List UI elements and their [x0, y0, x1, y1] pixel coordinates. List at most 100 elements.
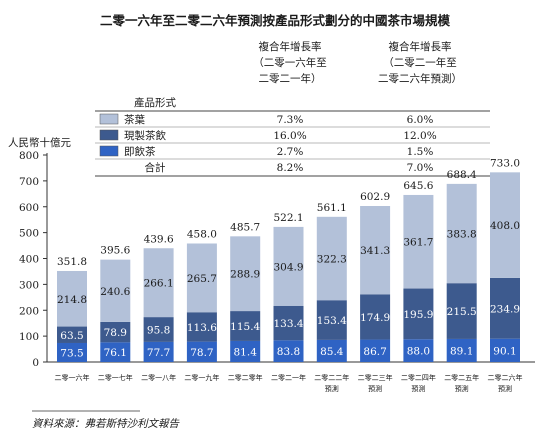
- bar-label-2-0: 214.8: [57, 294, 87, 306]
- legend-header-cagr1: 二零二一年）: [259, 72, 322, 85]
- y-tick-label-2: 200: [19, 305, 39, 317]
- x-tick-label-4-0: 二零二零年: [228, 373, 263, 382]
- legend-header-cagr1: （二零一六年至: [253, 56, 327, 69]
- bar-現製茶飲-9: [446, 283, 477, 339]
- legend-header-cagr1: 複合年增長率: [259, 40, 322, 53]
- x-tick-label-5-0: 二零二一年: [271, 373, 306, 382]
- bar-現製茶飲-7: [360, 294, 391, 340]
- x-tick-label-8-1: 預測: [411, 384, 425, 393]
- bar-label-2-7: 341.3: [360, 245, 390, 257]
- total-label-3: 458.0: [187, 228, 217, 240]
- bar-label-0-0: 73.5: [60, 347, 83, 359]
- legend-cagr2-2: 1.5%: [407, 146, 434, 158]
- x-tick-label-6-1: 預測: [325, 384, 339, 393]
- bar-即飲茶-6: [316, 339, 347, 362]
- y-tick-label-3: 300: [19, 279, 39, 291]
- bar-label-0-4: 81.4: [234, 346, 258, 358]
- total-label-2: 439.6: [144, 233, 174, 245]
- legend-cagr1-2: 2.7%: [277, 146, 304, 158]
- x-tick-label-10-0: 二零二六年: [488, 373, 523, 382]
- bar-label-0-9: 89.1: [450, 345, 473, 357]
- y-tick-label-6: 600: [19, 202, 39, 214]
- bar-label-1-1: 78.9: [104, 327, 127, 339]
- bar-label-0-3: 78.7: [190, 347, 213, 359]
- bar-label-2-2: 266.1: [144, 278, 174, 290]
- bar-label-1-6: 153.4: [317, 315, 347, 327]
- bar-label-2-3: 265.7: [187, 273, 217, 285]
- bar-茶葉-3: [186, 243, 217, 313]
- total-label-5: 522.1: [273, 212, 303, 224]
- y-tick-label-8: 800: [19, 150, 39, 162]
- bar-label-1-8: 195.9: [403, 309, 433, 321]
- bar-現製茶飲-3: [186, 312, 217, 342]
- bar-茶葉-0: [57, 270, 87, 327]
- bar-現製茶飲-5: [273, 305, 304, 341]
- bar-現製茶飲-2: [143, 317, 174, 342]
- x-tick-label-9-1: 預測: [455, 384, 469, 393]
- bar-即飲茶-8: [403, 339, 434, 362]
- bar-現製茶飲-8: [403, 288, 434, 340]
- legend-cagr1-0: 7.3%: [277, 114, 304, 126]
- x-tick-label-1-0: 二零一七年: [98, 373, 133, 382]
- legend-swatch-1: [99, 129, 119, 141]
- legend-header-cagr2: （二零二一年至: [383, 56, 457, 69]
- bar-label-0-2: 77.7: [147, 347, 170, 359]
- legend-cagr2-0: 6.0%: [407, 114, 434, 126]
- x-tick-label-6-0: 二零二二年: [314, 373, 349, 382]
- legend-total-cagr1: 8.2%: [277, 162, 304, 174]
- bar-茶葉-10: [490, 172, 520, 278]
- legend-header-cagr2: 複合年增長率: [389, 40, 452, 53]
- bar-label-1-7: 174.9: [360, 312, 390, 324]
- total-label-6: 561.1: [317, 202, 347, 214]
- legend-label-1: 現製茶飲: [124, 129, 166, 142]
- total-label-9: 688.4: [447, 169, 477, 181]
- bar-現製茶飲-10: [490, 277, 520, 339]
- bar-茶葉-4: [230, 236, 261, 312]
- bar-label-0-7: 86.7: [363, 346, 386, 358]
- bar-即飲茶-4: [230, 340, 261, 362]
- bar-即飲茶-2: [143, 341, 174, 362]
- bar-即飲茶-0: [57, 342, 87, 362]
- bar-label-1-9: 215.5: [447, 306, 477, 318]
- bar-label-1-0: 63.5: [60, 330, 83, 342]
- y-tick-label-0: 0: [32, 357, 39, 369]
- bar-label-0-5: 83.8: [277, 346, 300, 358]
- y-axis-label: 人民幣十億元: [8, 136, 71, 149]
- bar-label-1-3: 113.6: [187, 322, 217, 334]
- bar-label-2-1: 240.6: [100, 286, 130, 298]
- bar-label-1-5: 133.4: [273, 318, 303, 330]
- bar-label-2-4: 288.9: [230, 269, 260, 281]
- bar-茶葉-8: [403, 194, 434, 289]
- bar-label-1-2: 95.8: [147, 325, 170, 337]
- x-tick-label-9-0: 二零二五年: [444, 373, 479, 382]
- total-label-8: 645.6: [403, 180, 433, 192]
- bar-label-0-6: 85.4: [320, 346, 344, 358]
- bar-label-2-9: 383.8: [447, 229, 477, 241]
- bar-即飲茶-10: [490, 338, 520, 362]
- legend-header-product: 產品形式: [134, 96, 176, 109]
- bar-即飲茶-1: [100, 342, 131, 362]
- legend-total-label: 合計: [145, 161, 166, 174]
- bar-即飲茶-9: [446, 338, 477, 362]
- bar-茶葉-1: [100, 259, 131, 322]
- bar-茶葉-6: [316, 216, 347, 301]
- bar-即飲茶-5: [273, 340, 304, 362]
- legend-cagr1-1: 16.0%: [273, 130, 306, 142]
- y-tick-label-1: 100: [19, 331, 39, 343]
- bar-即飲茶-3: [186, 341, 217, 362]
- bar-label-0-1: 76.1: [104, 347, 127, 359]
- bar-現製茶飲-4: [230, 311, 261, 341]
- x-tick-label-2-0: 二零一八年: [141, 373, 176, 382]
- bar-label-0-10: 90.1: [493, 345, 516, 357]
- x-tick-label-7-1: 預測: [368, 384, 382, 393]
- source-note: 資料來源：弗若斯特沙利文報告: [32, 418, 180, 430]
- total-label-4: 485.7: [230, 221, 260, 233]
- bar-label-2-8: 361.7: [403, 237, 433, 249]
- bar-label-2-6: 322.3: [317, 254, 347, 266]
- bar-label-2-10: 408.0: [490, 220, 520, 232]
- bar-label-2-5: 304.9: [273, 261, 303, 273]
- legend-header-cagr2: 二零二六年預測）: [378, 72, 462, 85]
- bar-label-1-10: 234.9: [490, 303, 520, 315]
- total-label-1: 395.6: [100, 245, 130, 257]
- bar-茶葉-9: [446, 183, 477, 284]
